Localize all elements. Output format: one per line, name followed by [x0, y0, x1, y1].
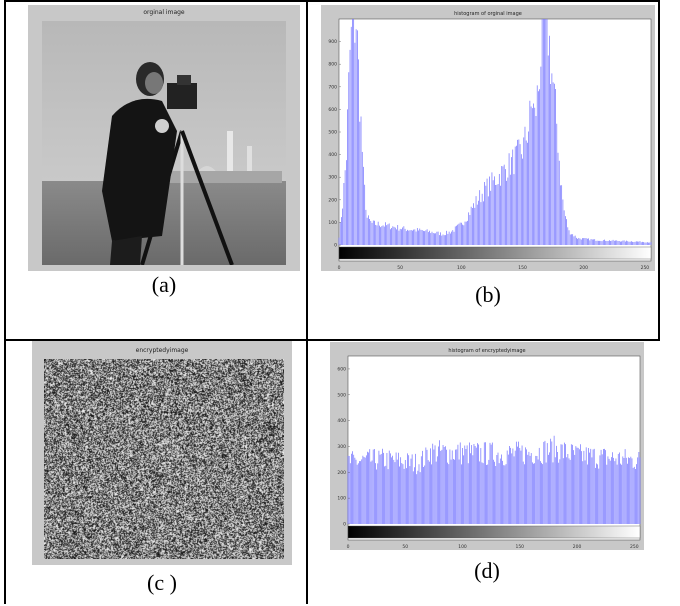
original-image-photo — [42, 21, 286, 265]
y-tick-label: 800 — [328, 62, 337, 68]
histogram-encrypted-chart: histogram of encryptedyimage 0 50 100 150 200… — [337, 348, 641, 550]
y-tick-label: 400 — [328, 152, 337, 158]
x-tick-label: 0 — [338, 265, 341, 271]
chart-title: histogram of orginal image — [454, 11, 522, 17]
histogram-encrypted-figure: histogram of encryptedyimage 0 50 100 150 200… — [330, 342, 644, 550]
caption-b: (b) — [475, 282, 501, 307]
caption-c: (c ) — [147, 570, 177, 595]
y-tick-label: 0 — [334, 243, 337, 249]
x-tick-label: 50 — [402, 544, 408, 550]
caption-d: (d) — [474, 558, 500, 583]
x-tick-label: 100 — [458, 544, 467, 550]
y-tick-label: 900 — [328, 39, 337, 45]
frame-middle — [306, 0, 308, 604]
encrypted-image-title: encryptedyimage — [135, 347, 189, 354]
y-tick-label: 100 — [328, 220, 337, 226]
x-tick-label: 200 — [579, 265, 588, 271]
y-tick-label: 200 — [328, 197, 337, 203]
frame-top — [4, 0, 660, 2]
histogram-original-figure: histogram of orginal image 0 50 100 150 200 25… — [321, 5, 655, 271]
y-tick-label: 300 — [337, 444, 346, 450]
encrypted-image-figure: encryptedyimage — [32, 341, 292, 565]
frame-left — [4, 0, 6, 604]
figure-grid: orginal image — [4, 0, 676, 604]
y-tick-label: 100 — [337, 496, 346, 502]
chart-title: histogram of encryptedyimage — [448, 348, 525, 354]
y-tick-label: 600 — [337, 366, 346, 372]
x-tick-label: 50 — [397, 265, 403, 271]
x-tick-label: 100 — [457, 265, 466, 271]
histogram-original-chart: histogram of orginal image 0 50 100 150 200 25… — [328, 11, 652, 271]
x-tick-label: 250 — [630, 544, 639, 550]
x-tick-label: 0 — [347, 544, 350, 550]
frame-right — [658, 0, 660, 340]
y-tick-label: 300 — [328, 175, 337, 181]
plot-area — [347, 355, 641, 541]
x-tick-label: 250 — [641, 265, 650, 271]
y-tick-label: 0 — [343, 522, 346, 528]
original-image-title: orginal image — [143, 9, 185, 16]
plot-area — [338, 18, 652, 262]
x-tick-label: 150 — [515, 544, 524, 550]
y-tick-label: 400 — [337, 418, 346, 424]
original-image-figure: orginal image — [28, 5, 300, 271]
x-tick-label: 150 — [518, 265, 527, 271]
frame-divider — [4, 339, 660, 341]
y-tick-label: 500 — [328, 130, 337, 136]
encrypted-image-noise — [44, 359, 284, 559]
x-tick-label: 200 — [573, 544, 582, 550]
y-tick-label: 200 — [337, 470, 346, 476]
caption-a: (a) — [151, 272, 177, 297]
y-tick-label: 700 — [328, 84, 337, 90]
y-tick-label: 500 — [337, 392, 346, 398]
grayscale-colorbar — [347, 525, 641, 539]
y-tick-label: 600 — [328, 107, 337, 113]
grayscale-colorbar — [338, 246, 652, 260]
